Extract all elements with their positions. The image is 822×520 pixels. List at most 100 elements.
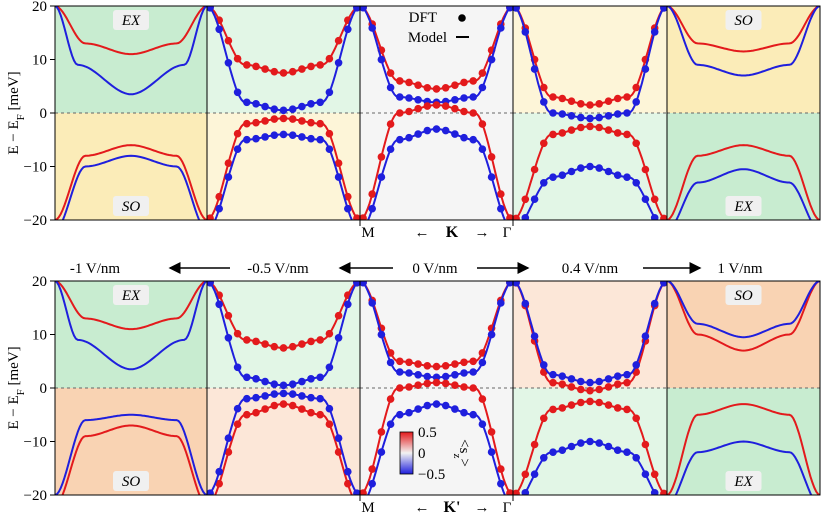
region-label: SO bbox=[734, 288, 753, 304]
dft-point bbox=[577, 123, 585, 132]
dft-point bbox=[487, 55, 496, 64]
dft-point bbox=[632, 414, 640, 423]
dft-point bbox=[451, 360, 459, 368]
dft-point bbox=[497, 204, 505, 213]
band-red bbox=[667, 6, 820, 53]
dft-point bbox=[540, 98, 548, 106]
dft-point bbox=[270, 342, 279, 351]
dft-point bbox=[243, 373, 251, 382]
y-tick-label: −10 bbox=[24, 160, 47, 176]
dft-point bbox=[650, 195, 659, 204]
dft-point bbox=[368, 465, 377, 473]
dft-point bbox=[325, 145, 334, 153]
x-axis-arrow: ← bbox=[415, 225, 430, 241]
region-label-box bbox=[725, 285, 762, 305]
dft-point bbox=[521, 470, 530, 479]
y-tick-label: 20 bbox=[32, 0, 47, 15]
dft-point bbox=[252, 134, 260, 143]
dft-point bbox=[288, 342, 297, 351]
dft-point bbox=[577, 100, 585, 108]
dft-point bbox=[377, 55, 386, 64]
dft-point bbox=[623, 378, 631, 387]
dft-point bbox=[334, 36, 343, 45]
dft-point bbox=[506, 214, 513, 220]
dft-point bbox=[215, 204, 223, 213]
dft-point bbox=[586, 114, 594, 123]
band-curves bbox=[55, 281, 207, 495]
dft-point bbox=[288, 401, 297, 410]
dft-point bbox=[316, 135, 325, 144]
dft-point bbox=[325, 329, 334, 338]
dft-point bbox=[567, 167, 576, 176]
region-label: EX bbox=[121, 288, 141, 304]
dft-point bbox=[423, 126, 432, 135]
dft-point bbox=[414, 405, 422, 413]
dft-point bbox=[650, 214, 659, 220]
region-label: SO bbox=[122, 474, 141, 490]
dft-point bbox=[567, 126, 576, 134]
dft-point bbox=[632, 179, 640, 187]
x-tick-label: M bbox=[361, 500, 374, 516]
dft-point bbox=[558, 446, 567, 455]
band-blue-v bbox=[674, 440, 813, 495]
dft-point bbox=[261, 133, 269, 141]
dft-point bbox=[243, 394, 251, 403]
dft-point bbox=[478, 145, 487, 153]
dft-point bbox=[298, 392, 306, 400]
band-blue-v bbox=[675, 168, 812, 220]
band-curves bbox=[360, 281, 513, 495]
dft-point bbox=[558, 380, 567, 389]
dft-point bbox=[270, 105, 279, 113]
dft-point bbox=[252, 337, 260, 346]
dft-point bbox=[613, 110, 622, 118]
dft-point bbox=[207, 281, 214, 287]
x-axis-arrow: ← bbox=[415, 500, 430, 516]
dft-point bbox=[288, 380, 297, 389]
band-red-v bbox=[667, 403, 820, 495]
dft-point bbox=[307, 393, 315, 402]
dft-point bbox=[233, 129, 242, 138]
dft-point bbox=[307, 337, 315, 346]
dft-point bbox=[641, 440, 650, 449]
band-blue-v bbox=[55, 413, 207, 495]
dft-point bbox=[497, 24, 505, 32]
dft-point bbox=[521, 299, 530, 308]
dft-point bbox=[414, 130, 422, 138]
dft-point bbox=[344, 479, 352, 488]
dft-point bbox=[460, 133, 468, 142]
field-label: -0.5 V/nm bbox=[247, 261, 309, 277]
colorbar-tick-label: 0 bbox=[418, 446, 426, 462]
dft-point bbox=[595, 113, 603, 122]
dft-point bbox=[623, 173, 631, 181]
dft-point bbox=[540, 179, 548, 187]
dft-point bbox=[487, 428, 496, 436]
y-tick-label: −20 bbox=[24, 488, 47, 504]
region-label-box bbox=[113, 196, 149, 216]
dft-point bbox=[660, 489, 667, 495]
dft-point bbox=[595, 164, 603, 172]
dft-point bbox=[414, 381, 422, 390]
dft-point bbox=[613, 446, 622, 455]
dft-point bbox=[530, 165, 539, 174]
region-label-box bbox=[113, 471, 149, 491]
dft-point bbox=[549, 93, 557, 101]
dft-point bbox=[360, 489, 367, 495]
field-label: 0.4 V/nm bbox=[562, 261, 619, 277]
dft-point bbox=[316, 394, 325, 403]
dft-point bbox=[641, 65, 650, 73]
dft-point bbox=[487, 448, 496, 456]
dft-point bbox=[368, 190, 377, 198]
band-panel bbox=[206, 281, 360, 495]
dft-point bbox=[521, 28, 530, 36]
dft-point bbox=[270, 67, 279, 76]
dft-point bbox=[521, 195, 530, 204]
x-tick-label: Γ bbox=[503, 500, 512, 516]
dft-point bbox=[307, 100, 315, 108]
field-label: 0 V/nm bbox=[412, 261, 457, 277]
dft-point bbox=[432, 400, 441, 408]
dft-point bbox=[521, 214, 530, 220]
dft-point bbox=[288, 390, 297, 398]
band-curves bbox=[667, 6, 820, 220]
dft-point bbox=[224, 159, 233, 167]
dft-point bbox=[344, 25, 352, 34]
